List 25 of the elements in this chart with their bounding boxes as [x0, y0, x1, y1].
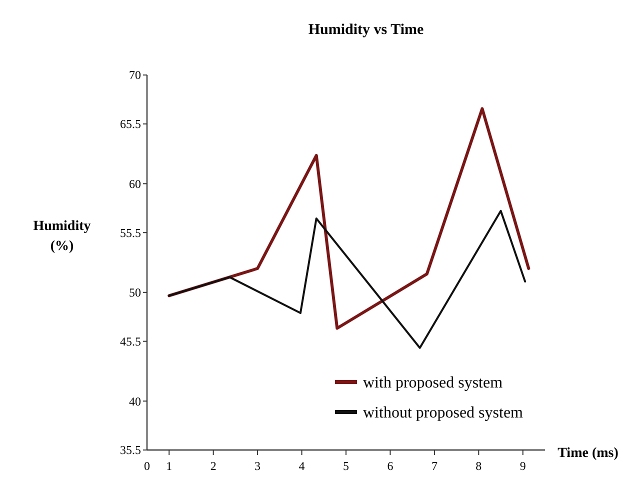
- y-tick-label: 50: [129, 286, 141, 300]
- legend-label: without proposed system: [363, 404, 524, 422]
- y-tick-label: 60: [129, 176, 141, 191]
- x-tick-label: 7: [431, 459, 438, 473]
- x-tick-label: 5: [343, 459, 349, 473]
- x-tick-label: 6: [387, 459, 394, 473]
- x-tick-label: 3: [254, 459, 261, 473]
- y-tick-label: 35.5: [120, 443, 141, 458]
- x-tick-label: 4: [298, 459, 305, 473]
- chart-title: Humidity vs Time: [308, 22, 424, 38]
- y-axis-title: Humidity (%): [33, 219, 91, 254]
- x-tick-label: 1: [166, 459, 172, 473]
- line-series: [168, 107, 530, 330]
- y-tick-label: 40: [129, 394, 141, 408]
- x-tick-label: 2: [210, 459, 216, 473]
- legend-label: with proposed system: [363, 374, 504, 392]
- x-axis-title: Time (ms): [558, 446, 619, 461]
- line-series: [168, 210, 526, 349]
- y-tick-label: 55.5: [120, 226, 141, 240]
- y-tick-label: 45.5: [120, 334, 141, 349]
- y-tick-label: 70: [129, 68, 141, 82]
- x-tick-label: 8: [476, 459, 482, 473]
- x-tick-label: 9: [520, 459, 526, 473]
- x-tick-label: 0: [144, 459, 150, 473]
- y-tick-label: 65.5: [120, 117, 141, 132]
